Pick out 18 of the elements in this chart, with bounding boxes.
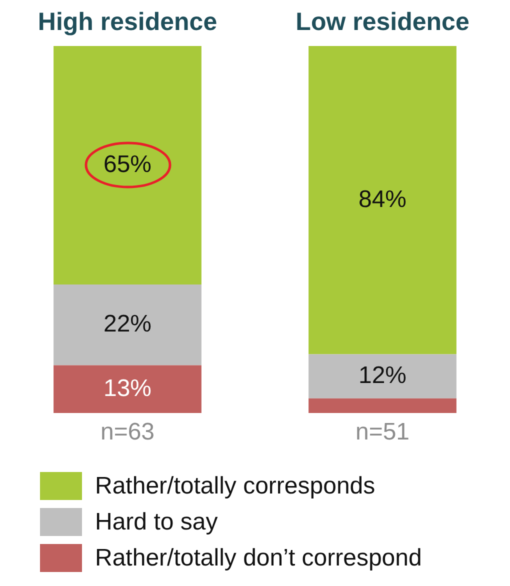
legend-label: Rather/totally corresponds [95, 472, 376, 500]
x-tick-label: High residence [38, 8, 218, 36]
bar [308, 398, 456, 413]
data-label: 13% [103, 374, 152, 402]
legend-label: Rather/totally don’t correspond [95, 544, 422, 572]
bar [54, 284, 202, 366]
legend-label: Hard to say [95, 508, 218, 536]
bar [54, 365, 202, 413]
data-label: 22% [103, 310, 152, 338]
text: n=63 [100, 418, 155, 446]
bar [54, 46, 202, 285]
data-label: 65% [103, 150, 152, 178]
data-label: 84% [358, 186, 407, 213]
bar [308, 354, 456, 398]
x-tick-label: Low residence [296, 8, 470, 36]
text: n=51 [355, 418, 410, 446]
data-label: 12% [358, 362, 407, 389]
bar [308, 46, 456, 354]
